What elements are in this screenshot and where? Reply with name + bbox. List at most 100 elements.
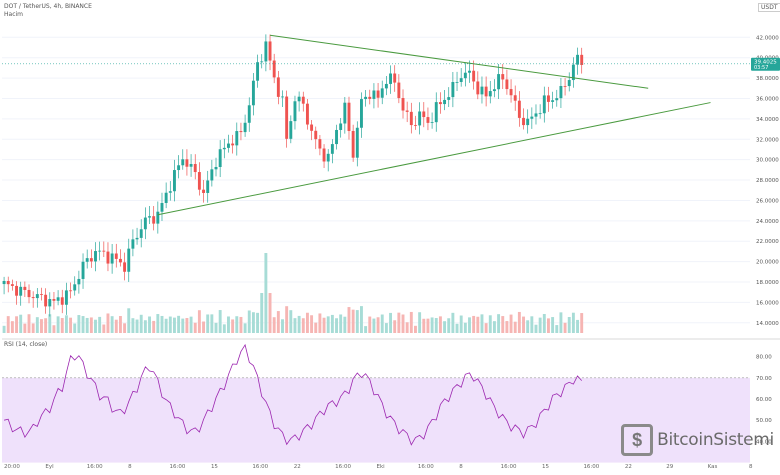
volume-bar: [538, 317, 542, 333]
volume-bar: [281, 319, 284, 333]
volume-bar: [60, 318, 64, 333]
volume-bar: [389, 312, 392, 333]
candle-body: [563, 86, 567, 87]
watermark-text: BitcoinSistemi: [657, 430, 774, 450]
candle-body: [542, 95, 546, 114]
volume-bar: [44, 318, 48, 333]
candle-body: [297, 96, 301, 102]
volume-bar: [102, 324, 106, 333]
volume-bar: [98, 316, 102, 333]
time-tick-label: 20:00: [4, 464, 20, 470]
rsi-tick-label: 50.00: [756, 418, 772, 424]
time-tick-label: 16:00: [335, 464, 351, 470]
volume-bar: [10, 321, 14, 333]
time-tick-label: 16:00: [170, 464, 186, 470]
volume-bar: [148, 316, 151, 333]
candle-body: [85, 258, 89, 262]
volume-bar: [268, 293, 272, 333]
price-tick-label: 36.0000: [756, 96, 779, 102]
candle-body: [73, 284, 77, 291]
candle-body: [202, 189, 205, 193]
candle-body: [368, 96, 372, 99]
candle-body: [530, 116, 534, 119]
volume-bar: [114, 319, 118, 333]
volume-bar: [405, 322, 409, 333]
time-tick-label: 8: [749, 464, 753, 470]
candle-body: [326, 153, 330, 162]
candle-body: [35, 294, 39, 299]
candle-body: [218, 149, 222, 167]
candle-body: [243, 122, 247, 133]
candle-body: [389, 73, 392, 84]
volume-bar: [380, 314, 384, 333]
volume-bar: [397, 312, 401, 333]
candle-body: [64, 290, 68, 305]
candle-body: [522, 117, 525, 126]
rsi-label: RSI (14, close): [4, 341, 48, 348]
time-tick-label: 22: [294, 464, 301, 470]
currency-badge[interactable]: USDT: [758, 3, 780, 12]
candle-body: [459, 78, 463, 82]
candle-body: [40, 294, 43, 295]
volume-label: Hacim: [4, 11, 23, 18]
volume-bar: [218, 310, 222, 333]
volume-bar: [430, 317, 434, 333]
candle-body: [393, 73, 397, 83]
volume-bar: [384, 323, 388, 333]
candle-body: [547, 95, 550, 102]
candle-body: [256, 62, 260, 81]
time-tick-label: 8: [128, 464, 132, 470]
trendline-lower: [157, 102, 711, 216]
volume-bar: [571, 312, 575, 333]
volume-bar: [81, 316, 85, 333]
price-badge-countdown: 03:57: [754, 65, 768, 71]
time-tick-label: 22: [625, 464, 632, 470]
candle-body: [143, 217, 147, 230]
price-badge: [751, 57, 780, 71]
volume-bar: [251, 312, 255, 333]
volume-bar: [235, 316, 239, 333]
candle-body: [488, 91, 492, 97]
candle-body: [264, 41, 268, 62]
candle-body: [231, 143, 235, 146]
candle-body: [501, 74, 505, 80]
candle-body: [27, 289, 31, 298]
price-tick-label: 26.0000: [756, 198, 779, 204]
volume-bar: [567, 316, 571, 333]
candle-body: [285, 96, 289, 139]
volume-bar: [426, 318, 430, 333]
candle-body: [272, 60, 276, 78]
price-tick-label: 22.0000: [756, 239, 779, 245]
volume-bar: [222, 324, 226, 333]
volume-bar: [318, 313, 322, 333]
volume-bar: [547, 318, 550, 333]
volume-bar: [559, 312, 563, 333]
volume-bar: [418, 312, 422, 333]
candle-body: [98, 250, 102, 252]
volume-bar: [227, 316, 230, 333]
candle-body: [293, 101, 297, 122]
volume-bar: [339, 314, 343, 333]
candle-body: [463, 72, 467, 79]
volume-bar: [551, 317, 555, 333]
volume-bar: [31, 323, 35, 333]
candle-body: [339, 123, 343, 130]
volume-bar: [376, 317, 380, 333]
volume-bar: [526, 320, 530, 333]
volume-bar: [56, 316, 60, 333]
volume-bar: [497, 314, 501, 333]
candle-body: [60, 297, 64, 305]
rsi-tick-label: 40.00: [756, 439, 772, 445]
volume-bar: [15, 316, 18, 333]
volume-bar: [156, 314, 160, 333]
candle-body: [505, 79, 509, 90]
volume-bar: [168, 316, 172, 333]
candle-body: [15, 285, 18, 296]
price-badge-value: 39.4025: [754, 59, 777, 65]
candle-body: [148, 216, 151, 218]
volume-bar: [289, 310, 293, 333]
candle-body: [247, 105, 251, 123]
candle-body: [476, 81, 480, 95]
candle-body: [484, 86, 488, 97]
